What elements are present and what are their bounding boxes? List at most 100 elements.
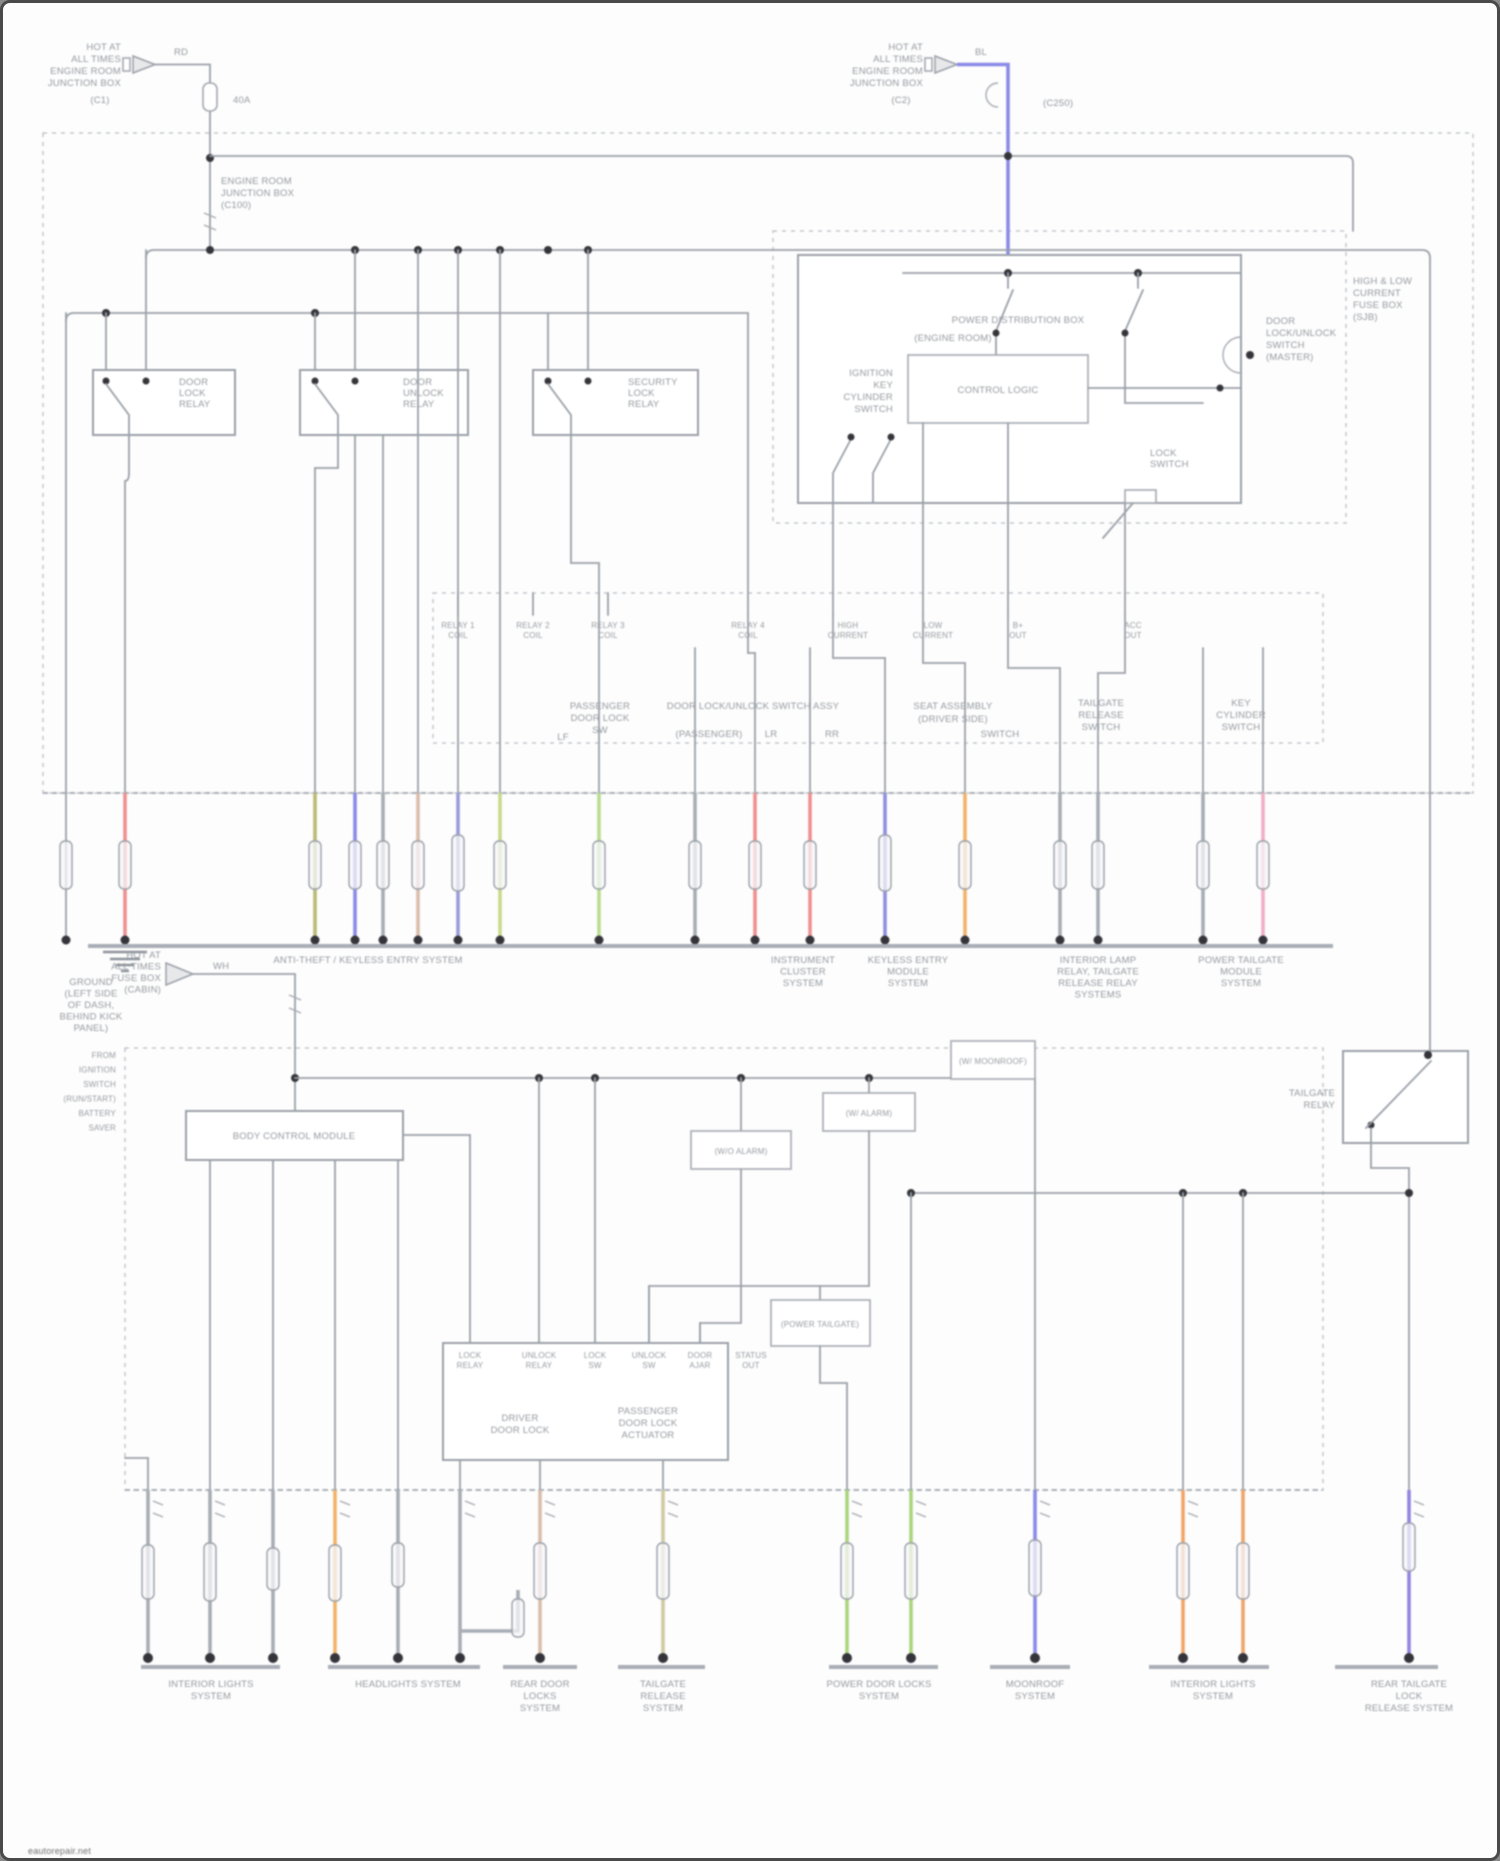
- watermark: eautorepair.net: [28, 1846, 91, 1856]
- feed-right-connector-label: (C2): [891, 95, 910, 106]
- group2-sub1: (PASSENGER): [676, 729, 743, 740]
- bottom-band: INTERIOR LIGHTS SYSTEM HEADLIGHTS SYSTEM …: [141, 1490, 1453, 1714]
- connector-tick-icon: [288, 994, 302, 1014]
- fuse-rating-label: 40A: [233, 95, 251, 106]
- ground-icon: [103, 950, 147, 973]
- feed-right-label: HOT AT ALL TIMES ENGINE ROOM JUNCTION BOX: [850, 42, 924, 89]
- top-left-feed: HOT AT ALL TIMES ENGINE ROOM JUNCTION BOX (…: [48, 42, 295, 251]
- b1-feed: [124, 1457, 149, 1491]
- group5-label: KEY CYLINDER SWITCH: [1216, 698, 1266, 733]
- antitheft-label: ANTI-THEFT / KEYLESS ENTRY SYSTEM: [273, 955, 462, 966]
- ml-pin-label: STATUS OUT: [735, 1351, 767, 1370]
- relay3-label: SECURITY LOCK RELAY: [628, 377, 678, 410]
- c-connector-icon: [1222, 336, 1242, 374]
- group3-sub: SWITCH: [981, 729, 1020, 740]
- wire-color-label: RD: [174, 47, 188, 58]
- drop-m2: [124, 434, 130, 794]
- ml-pin-label: LOCK RELAY: [457, 1351, 484, 1370]
- ml-pin-label: UNLOCK SW: [632, 1351, 667, 1370]
- drop-m14: [922, 614, 966, 794]
- group-g-label: INTERIOR LIGHTS SYSTEM: [1170, 1679, 1255, 1702]
- tailgate-relay-label: TAILGATE RELAY: [1289, 1088, 1336, 1111]
- relay-box-1: [92, 369, 236, 436]
- drop-m3: [314, 434, 339, 794]
- junction-box-dashed: [432, 592, 1324, 744]
- ml-pin-label: UNLOCK RELAY: [522, 1351, 557, 1370]
- interior-lamp-label: INTERIOR LAMP RELAY, TAILGATE RELEASE RELA…: [1057, 955, 1139, 1001]
- bus2: [65, 312, 749, 616]
- bottom-inline-connectors: [141, 1522, 1416, 1638]
- relay3-switch-icon: [547, 383, 572, 436]
- callout3-label: (W/O ALARM): [715, 1147, 768, 1156]
- feed-right-blue-wire: [957, 62, 1010, 255]
- pin-label: HIGH CURRENT: [828, 621, 869, 640]
- pin-label: RELAY 3 COIL: [591, 621, 625, 640]
- rail-ticks: [152, 1500, 1425, 1518]
- ml-right-label: PASSENGER DOOR LOCK ACTUATOR: [618, 1406, 678, 1441]
- lower-section: FROM IGNITION SWITCH (RUN/START) BATTERY SAVE…: [63, 1040, 1469, 1491]
- wire-color-label: BL: [975, 47, 987, 58]
- s3-out: [699, 1168, 742, 1344]
- drop-m11: [747, 614, 756, 794]
- control-logic-label: CONTROL LOGIC: [958, 385, 1039, 396]
- pin-label: RELAY 2 COIL: [516, 621, 550, 640]
- mid-colored-band: GROUND (LEFT SIDE OF DASH, BEHIND KICK PANEL…: [59, 312, 1333, 1034]
- bcm-label: BODY CONTROL MODULE: [233, 1131, 356, 1142]
- top-line: [209, 155, 1354, 232]
- group-h-label: REAR TAILGATE LOCK RELEASE SYSTEM: [1365, 1679, 1453, 1714]
- master-switch-label: DOOR LOCK/UNLOCK SWITCH (MASTER): [1266, 316, 1337, 363]
- module-lower-switches: [832, 438, 892, 504]
- bottom-dots: [143, 1653, 1414, 1663]
- bus1-and-right-rail: [145, 249, 1431, 1052]
- cluster-label: INSTRUMENT CLUSTER SYSTEM: [771, 955, 835, 989]
- w1-label: (POWER TAILGATE): [781, 1320, 859, 1329]
- group2-header: DOOR LOCK/UNLOCK SWITCH ASSY: [667, 701, 840, 712]
- hot-acc-label: HOT AT ALL TIMES FUSE BOX (CABIN): [111, 950, 161, 996]
- relay-box-2: [299, 369, 469, 436]
- splice-wire: [192, 973, 296, 1112]
- module-switch-3: [1102, 502, 1134, 539]
- tailgate-relay-switch: [1365, 1060, 1432, 1491]
- wiring-diagram: HOT AT ALL TIMES ENGINE ROOM JUNCTION BOX (…: [28, 42, 1474, 1856]
- connector-label: (C250): [1043, 98, 1073, 109]
- drop-m9: [570, 434, 600, 794]
- left-pin-column-label: FROM IGNITION SWITCH (RUN/START) BATTERY SAVE…: [63, 1051, 116, 1133]
- outer-dashed-box: [42, 132, 1474, 794]
- callout-box-3: [690, 1130, 792, 1170]
- engine-room-label: ENGINE ROOM JUNCTION BOX (C100): [221, 176, 295, 211]
- mid-band-dots: [61, 935, 1268, 945]
- group-f-label: MOONROOF SYSTEM: [1006, 1679, 1065, 1702]
- group-b-label: HEADLIGHTS SYSTEM: [355, 1679, 461, 1690]
- power-distribution-module: POWER DISTRIBUTION BOX (ENGINE ROOM) CON…: [797, 254, 1337, 539]
- splice-feed: HOT AT ALL TIMES FUSE BOX (CABIN) WH: [111, 950, 302, 1112]
- feed-arrow-icon: [934, 54, 960, 75]
- ml-pin-label: DOOR AJAR: [688, 1351, 713, 1370]
- fuse-symbol: [122, 57, 131, 72]
- relay-row: DOOR LOCK RELAY DOOR UNLOCK RELAY SECURITY LO…: [92, 249, 699, 436]
- callout1-label: (W/ MOONROOF): [959, 1057, 1027, 1066]
- relay-box-3: [532, 369, 699, 436]
- drop-m15: [1007, 614, 1061, 794]
- top-right-feed: HOT AT ALL TIMES ENGINE ROOM JUNCTION BOX (…: [850, 42, 1073, 255]
- group3-label: SEAT ASSEMBLY (DRIVER SIDE): [913, 701, 993, 725]
- group-d-label: TAILGATE RELEASE SYSTEM: [640, 1679, 686, 1714]
- ml-pin-label: LOCK SW: [584, 1351, 607, 1370]
- pin-label: LOW CURRENT: [913, 621, 954, 640]
- connector-tick-icon: [203, 212, 217, 231]
- power-module-dashed: [772, 230, 1347, 524]
- pin-feed-wires: [538, 1077, 596, 1344]
- tailgate-callout-box: [770, 1299, 871, 1347]
- pin-stubs: [457, 502, 1126, 616]
- feed-left-wire: [154, 63, 211, 251]
- callout2-label: (W/ ALARM): [846, 1109, 893, 1118]
- feed-left-connector-label: (C1): [90, 95, 109, 106]
- drop-m13: [832, 614, 886, 794]
- c-connector-icon: [985, 82, 999, 108]
- pin-label: ACC OUT: [1124, 621, 1142, 640]
- relay1-label: DOOR LOCK RELAY: [179, 377, 211, 410]
- group1-label: PASSENGER DOOR LOCK SW: [570, 701, 630, 736]
- lock-switch-label: LOCK SWITCH: [1150, 448, 1189, 470]
- w1-out: [819, 1345, 848, 1491]
- relay-feed-wires: [105, 249, 589, 371]
- bcm-output-wires: [209, 1159, 399, 1491]
